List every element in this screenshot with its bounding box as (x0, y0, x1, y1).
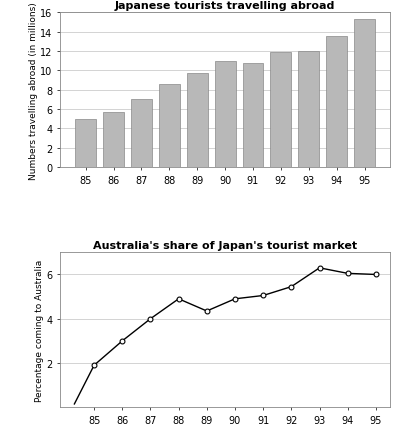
Y-axis label: Percentage coming to Australia: Percentage coming to Australia (34, 259, 44, 401)
Bar (270, 53, 291, 168)
Bar (298, 52, 318, 168)
Bar (186, 74, 207, 168)
Bar (158, 85, 179, 168)
Bar (131, 100, 152, 168)
Y-axis label: Numbers travelling abroad (in millions): Numbers travelling abroad (in millions) (28, 2, 37, 179)
Bar (214, 61, 235, 168)
Bar (75, 120, 96, 168)
Title: Australia's share of Japan's tourist market: Australia's share of Japan's tourist mar… (93, 240, 356, 251)
Bar (242, 64, 263, 168)
Bar (353, 20, 374, 168)
Title: Japanese tourists travelling abroad: Japanese tourists travelling abroad (115, 1, 334, 11)
Bar (103, 113, 124, 168)
Bar (325, 37, 346, 168)
